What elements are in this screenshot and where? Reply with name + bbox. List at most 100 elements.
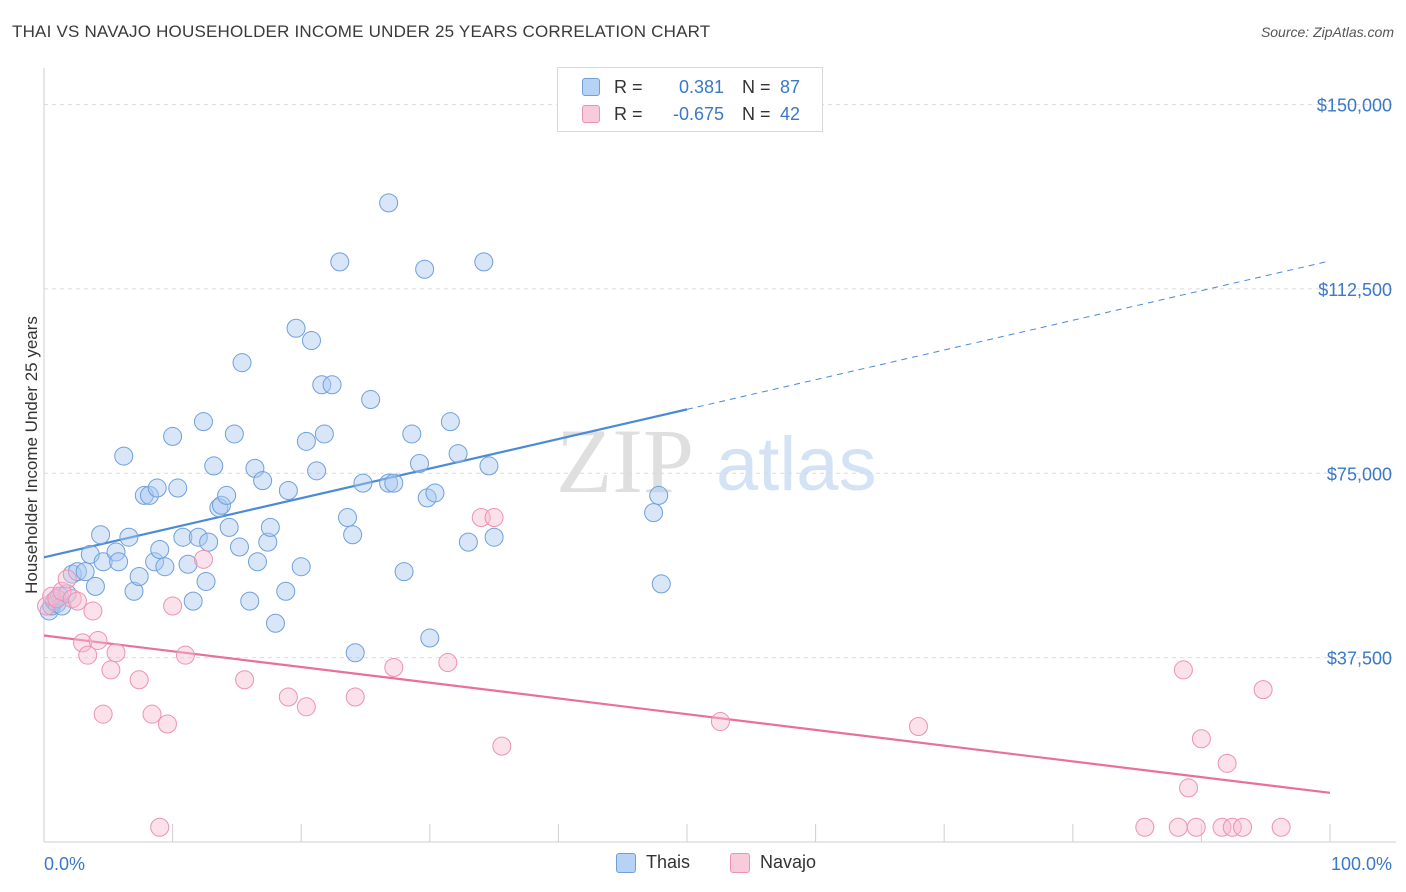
data-point-navajo	[1233, 817, 1253, 837]
data-point-navajo	[142, 704, 162, 724]
legend-row-navajo: R = -0.675 N = 42	[582, 102, 800, 126]
watermark-atlas: atlas	[716, 422, 877, 507]
data-point-navajo	[93, 704, 113, 724]
data-point-navajo	[1212, 817, 1232, 837]
data-point-thais	[147, 478, 167, 498]
data-point-navajo	[78, 645, 98, 665]
trend-lines	[43, 260, 1331, 794]
grid-lines	[44, 104, 1396, 659]
data-point-navajo	[52, 581, 72, 601]
data-point-thais	[425, 483, 445, 503]
data-point-navajo	[150, 817, 170, 837]
legend-r-value: -0.675	[672, 103, 724, 124]
data-point-thais	[649, 485, 669, 505]
data-point-thais	[415, 259, 435, 279]
legend-swatch-navajo	[730, 852, 750, 873]
data-point-navajo	[278, 687, 298, 707]
data-point-navajo	[1173, 660, 1193, 680]
data-point-thais	[91, 525, 111, 545]
data-point-thais	[651, 574, 671, 594]
data-point-navajo	[62, 589, 82, 609]
legend-label-thais: Thais	[646, 852, 691, 872]
data-point-navajo	[37, 596, 57, 616]
source-credit: Source: ZipAtlas.com	[1260, 24, 1394, 40]
data-point-navajo	[296, 697, 316, 717]
data-point-thais	[353, 473, 373, 493]
data-point-thais	[644, 503, 664, 523]
data-point-thais	[75, 562, 95, 582]
data-point-thais	[232, 353, 252, 373]
data-point-thais	[410, 453, 430, 473]
y-tick-label: $112,500	[1318, 280, 1392, 300]
data-point-thais	[474, 252, 494, 272]
data-point-navajo	[175, 645, 195, 665]
data-point-navajo	[67, 591, 87, 611]
legend-n-label: N =	[742, 76, 771, 97]
data-point-thais	[67, 562, 87, 582]
legend-r-label: R =	[614, 103, 643, 124]
data-point-navajo	[73, 633, 93, 653]
data-point-thais	[379, 193, 399, 213]
data-point-navajo	[193, 549, 213, 569]
legend-swatch-navajo	[582, 105, 600, 123]
data-point-navajo	[1191, 729, 1211, 749]
data-point-thais	[109, 552, 129, 572]
data-point-thais	[286, 318, 306, 338]
data-point-thais	[361, 390, 381, 410]
data-point-navajo	[908, 716, 928, 736]
data-point-thais	[314, 424, 334, 444]
tick-labels: $37,500 $75,000 $112,500 $150,000 0.0% 100.0%	[44, 96, 1392, 874]
legend-r-value: 0.381	[678, 76, 724, 97]
data-point-thais	[211, 495, 231, 515]
x-tick-label: 0.0%	[44, 854, 85, 874]
data-point-thais	[193, 412, 213, 432]
data-point-navajo	[88, 630, 108, 650]
data-point-navajo	[163, 596, 183, 616]
data-point-thais	[278, 480, 298, 500]
data-point-navajo	[345, 687, 365, 707]
data-point-navajo	[1135, 817, 1155, 837]
data-point-navajo	[1186, 817, 1206, 837]
data-point-thais	[448, 444, 468, 464]
data-point-navajo	[106, 643, 126, 663]
y-axis-label: Householder Income Under 25 years	[22, 316, 41, 594]
data-point-thais	[168, 478, 188, 498]
data-point-thais	[420, 628, 440, 648]
data-point-thais	[258, 532, 278, 552]
data-point-thais	[312, 375, 332, 395]
legend-n-value: 42	[780, 103, 801, 124]
data-point-thais	[204, 456, 224, 476]
data-point-thais	[345, 643, 365, 663]
data-point-thais	[484, 527, 504, 547]
data-point-thais	[85, 576, 105, 596]
data-point-thais	[265, 613, 285, 633]
data-point-navajo	[1217, 753, 1237, 773]
data-point-navajo	[1168, 817, 1188, 837]
legend-item-thais[interactable]: Thais	[616, 852, 690, 873]
legend-r-label: R =	[614, 76, 643, 97]
data-point-thais	[379, 473, 399, 493]
data-point-navajo	[484, 508, 504, 528]
data-point-thais	[337, 508, 357, 528]
data-point-thais	[322, 375, 342, 395]
data-point-thais	[114, 446, 134, 466]
legend-item-navajo[interactable]: Navajo	[730, 852, 816, 873]
data-point-navajo	[1271, 817, 1291, 837]
data-point-thais	[139, 485, 159, 505]
data-point-thais	[402, 424, 422, 444]
data-point-navajo	[129, 670, 149, 690]
data-point-navajo	[57, 569, 77, 589]
data-point-thais	[458, 532, 478, 552]
data-point-navajo	[438, 653, 458, 673]
data-point-thais	[217, 485, 237, 505]
data-point-thais	[93, 552, 113, 572]
data-point-thais	[196, 571, 216, 591]
data-point-thais	[199, 532, 219, 552]
data-point-thais	[163, 426, 183, 446]
data-point-thais	[224, 424, 244, 444]
data-point-thais	[178, 554, 198, 574]
data-point-thais	[145, 552, 165, 572]
data-point-thais	[479, 456, 499, 476]
legend-n-label: N =	[742, 103, 771, 124]
